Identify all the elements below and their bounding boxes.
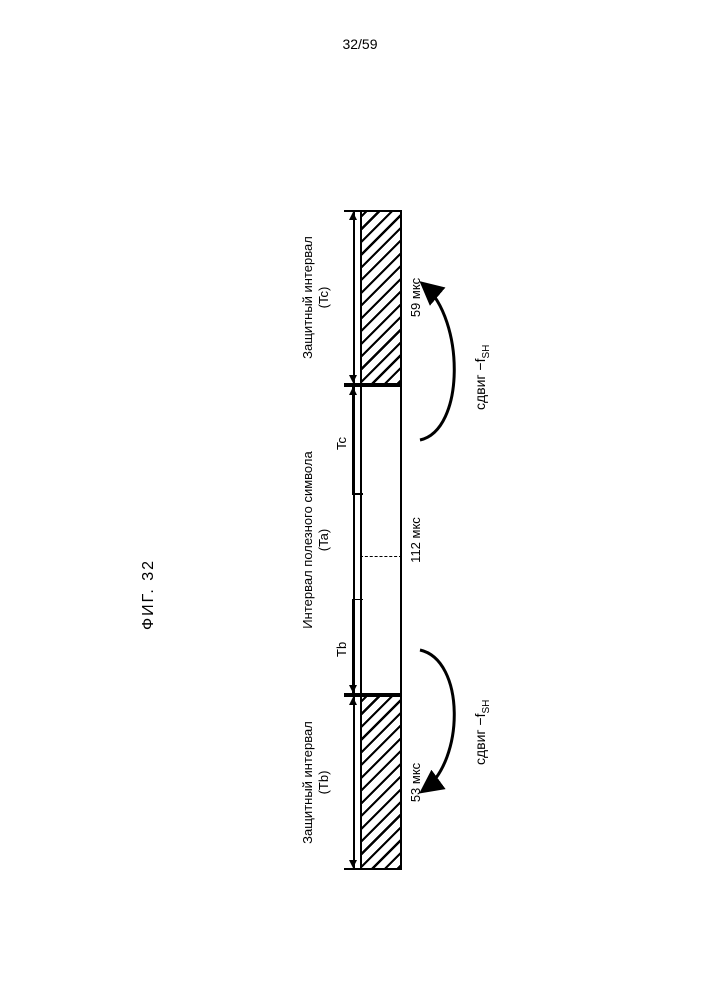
page-number: 32/59 [0,36,720,52]
dim-tc [348,210,360,385]
label-ta-top-2: (Ta) [316,529,331,551]
ta-center-divider [360,556,402,557]
label-tc-top-1: Защитный интервал [300,236,315,359]
shift-left-sub: SH [481,700,492,714]
brace-tb-label: Tb [334,642,349,657]
label-tb-top-1: Защитный интервал [300,721,315,844]
segment-ta [360,385,402,695]
shift-right-text: сдвиг −f [472,359,488,411]
label-tb-top: Защитный интервал (Tb) [300,695,333,870]
label-tc-top: Защитный интервал (Tc) [300,210,333,385]
brace-tb [352,599,361,695]
shift-left-label: сдвиг −fSH [472,700,492,765]
label-ta-top-1: Интервал полезного символа [300,451,315,628]
dim-tb [348,695,360,870]
label-tc-top-2: (Tc) [316,287,331,309]
brace-tc-label: Tc [334,437,349,450]
figure-title: ФИГ. 32 [140,559,158,630]
label-tb-top-2: (Tb) [316,771,331,795]
label-ta-top: Интервал полезного символа (Ta) [300,385,333,695]
segment-tc [360,210,402,385]
figure-32-diagram: ФИГ. 32 Защитный интервал (Tb) Интервал … [200,190,520,930]
shift-right-sub: SH [481,345,492,359]
brace-tc [352,385,361,495]
shift-left-text: сдвиг −f [472,714,488,766]
shift-right-label: сдвиг −fSH [472,345,492,410]
segment-tb [360,695,402,870]
